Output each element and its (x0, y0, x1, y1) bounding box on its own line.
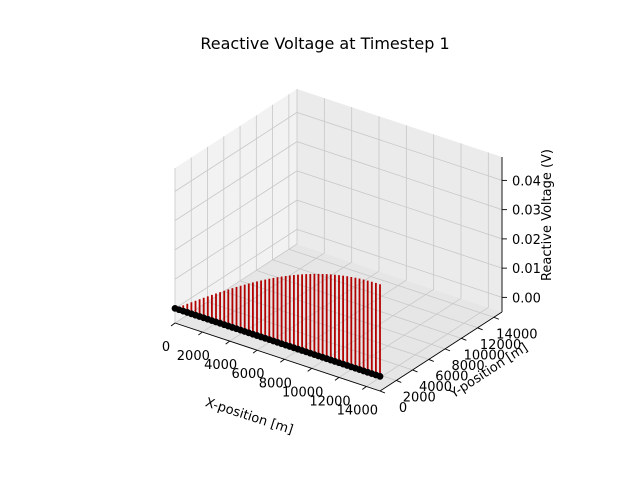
grid-line-x-floor (202, 252, 325, 333)
z-tick-label: 0.02 (512, 233, 541, 248)
y-tick-mark (444, 348, 451, 352)
grid-line-x-floor (366, 307, 489, 387)
grid-line-x-floor (284, 279, 407, 360)
y-tick-mark (412, 369, 418, 373)
x-tick-label: 10000 (282, 385, 323, 400)
x-axis-line (174, 322, 381, 392)
x-tick-label: 4000 (204, 358, 237, 373)
y-tick-mark (396, 380, 402, 383)
axes-panes (175, 89, 502, 391)
grid-line-z-back (296, 112, 503, 181)
y-tick-label: 6000 (435, 369, 468, 384)
x-tick-mark (334, 377, 340, 381)
y-tick-label: 12000 (480, 338, 521, 353)
grid-line-y-floor (288, 248, 494, 318)
grid-line-z-back (296, 170, 503, 240)
x-tick-mark (225, 340, 230, 345)
x-tick-label: 2000 (177, 349, 210, 364)
pane-left (175, 89, 297, 323)
y-tick-mark (428, 358, 434, 362)
x-tick-label: 6000 (231, 367, 264, 382)
y-axis-line (379, 311, 503, 392)
y-tick-label: 8000 (452, 359, 485, 374)
y-tick-label: 4000 (419, 380, 452, 395)
grid-line-z-back (296, 141, 503, 211)
y-tick-label: 0 (399, 401, 407, 416)
z-tick-label: 0.04 (512, 174, 541, 189)
chart-title: Reactive Voltage at Timestep 1 (200, 34, 449, 53)
grid-line-z-back (296, 228, 503, 298)
stem-series (171, 273, 384, 380)
x-tick-label: 8000 (259, 376, 292, 391)
y-tick-label: 2000 (403, 390, 436, 405)
grid-line-z-left (174, 112, 298, 192)
grid-line-z-left (174, 141, 298, 221)
x-tick-mark (170, 322, 176, 327)
axes-grid (174, 89, 503, 392)
y-tick-mark (379, 390, 386, 394)
y-tick-label: 10000 (464, 348, 505, 363)
y-tick-mark (477, 327, 483, 331)
z-tick-label: 0.01 (512, 262, 541, 277)
x-tick-mark (252, 349, 258, 354)
z-tick-label: 0.03 (512, 204, 541, 219)
x-tick-mark (362, 386, 367, 390)
x-tick-mark (280, 358, 285, 363)
grid-line-z-left (174, 199, 298, 280)
x-tick-label: 14000 (337, 403, 378, 418)
x-tick-mark (307, 367, 312, 372)
x-axis-label: X-position [m] (203, 395, 295, 438)
grid-line-z-left (174, 229, 298, 309)
grid-line-z-left (174, 170, 298, 251)
z-tick-label: 0.00 (512, 291, 541, 306)
x-tick-label: 0 (162, 340, 170, 355)
y-tick-mark (461, 337, 467, 341)
x-tick-label: 12000 (309, 394, 350, 409)
y-tick-label: 14000 (496, 327, 537, 342)
axes-edges (174, 157, 503, 392)
stem-marker (376, 372, 384, 380)
z-axis-label: Reactive Voltage (V) (540, 149, 555, 281)
x-tick-mark (198, 331, 203, 336)
pane-back (297, 89, 502, 312)
y-tick-mark (493, 316, 500, 320)
grid-line-z-back (296, 199, 503, 269)
